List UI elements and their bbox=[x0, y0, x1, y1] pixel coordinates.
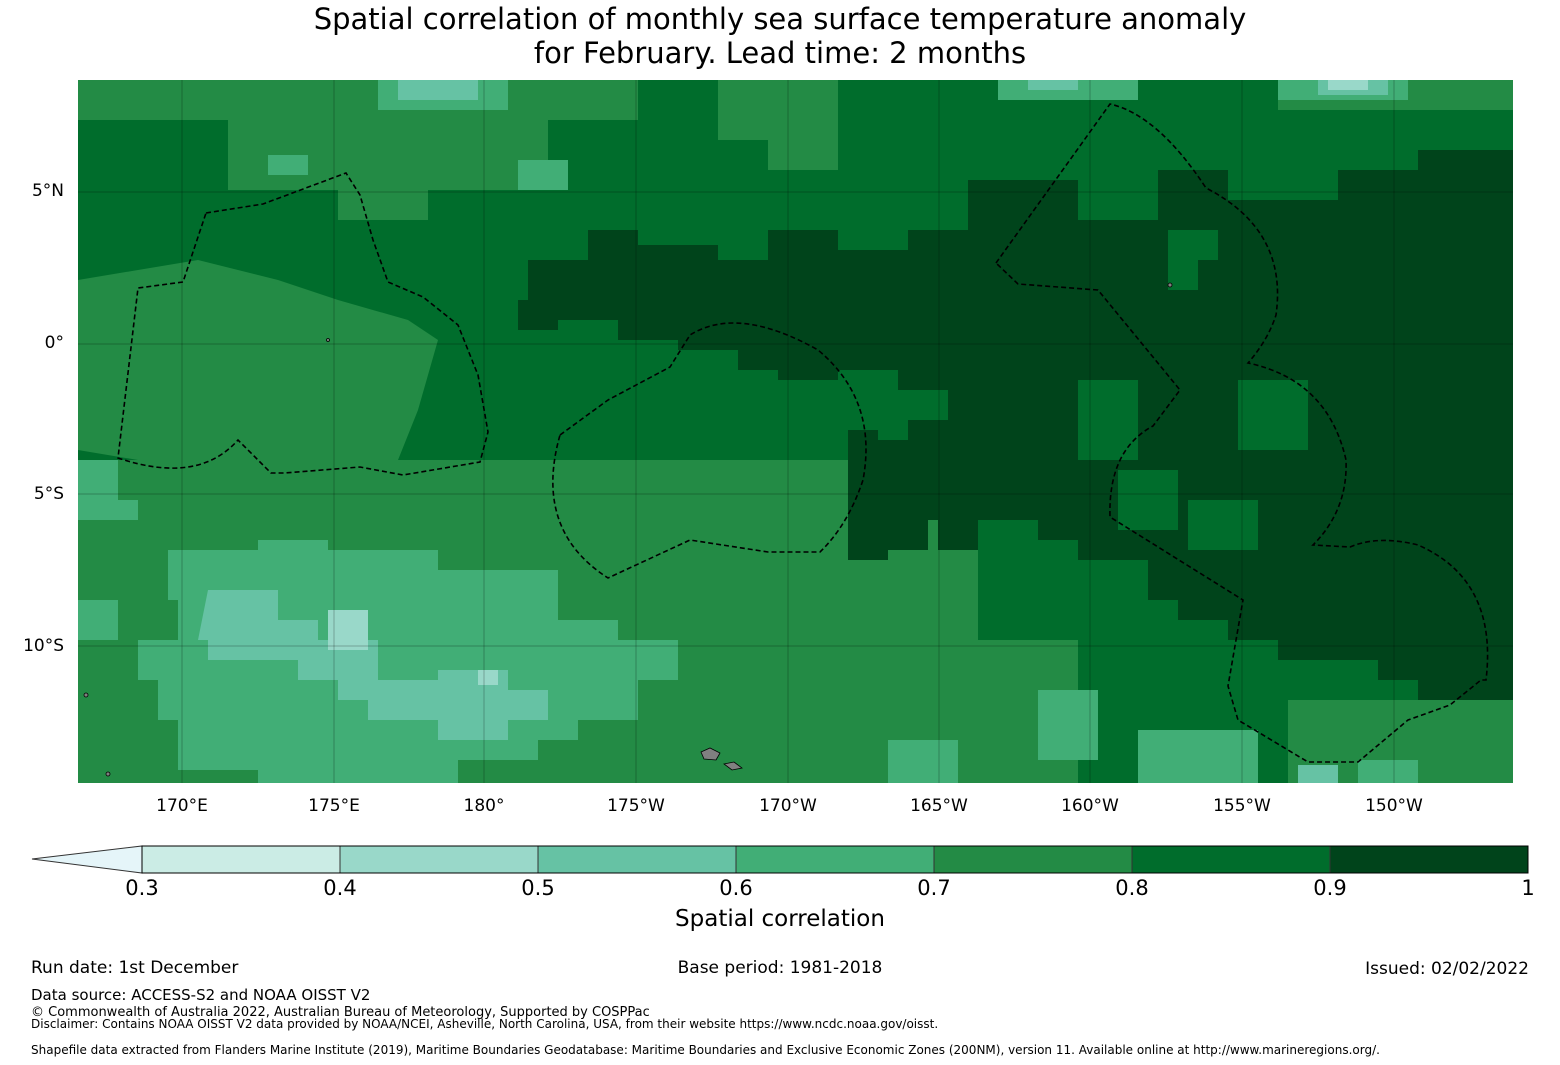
colorbar bbox=[31, 845, 1529, 874]
disclaimer: Disclaimer: Contains NOAA OISST V2 data … bbox=[31, 1017, 939, 1031]
colorbar-bin-0.4 bbox=[340, 846, 538, 873]
field-0.4-0.5 bbox=[328, 80, 1368, 685]
colorbar-label: Spatial correlation bbox=[675, 906, 885, 932]
colorbar-tick-1: 1 bbox=[1521, 876, 1535, 900]
colorbar-bin-0.7 bbox=[934, 846, 1132, 873]
eez-boundaries bbox=[117, 103, 1489, 763]
lat-tick-5n: 5°N bbox=[31, 181, 64, 201]
colorbar-bin-0.3 bbox=[142, 846, 340, 873]
lon-tick-175w: 175°W bbox=[607, 796, 665, 816]
lon-tick-155w: 155°W bbox=[1213, 796, 1271, 816]
lon-tick-175e: 175°E bbox=[308, 796, 360, 816]
lon-tick-180: 180° bbox=[463, 796, 505, 816]
graticule bbox=[78, 80, 1513, 783]
lon-tick-170w: 170°W bbox=[759, 796, 817, 816]
colorbar-bin-0.9 bbox=[1330, 846, 1528, 873]
issued-date: Issued: 02/02/2022 bbox=[1365, 959, 1529, 979]
land-islands bbox=[83, 282, 1173, 777]
colorbar-frame bbox=[141, 845, 1529, 874]
correlation-map bbox=[78, 80, 1513, 783]
colorbar-tick-0.8: 0.8 bbox=[1115, 876, 1149, 900]
field-0.9-1.0 bbox=[518, 150, 1513, 700]
colorbar-tick-0.3: 0.3 bbox=[125, 876, 159, 900]
colorbar-extend-triangle bbox=[31, 845, 143, 874]
map-canvas bbox=[78, 80, 1513, 783]
data-source: Data source: ACCESS-S2 and NOAA OISST V2 bbox=[31, 986, 371, 1004]
lon-tick-150w: 150°W bbox=[1365, 796, 1423, 816]
base-period: Base period: 1981-2018 bbox=[677, 958, 883, 978]
lon-tick-170e: 170°E bbox=[156, 796, 208, 816]
colorbar-bin-0.5 bbox=[538, 846, 736, 873]
copyright: © Commonwealth of Australia 2022, Austra… bbox=[31, 1005, 650, 1020]
title-line-2: for February. Lead time: 2 months bbox=[533, 36, 1027, 70]
colorbar-tick-0.5: 0.5 bbox=[521, 876, 555, 900]
title-line-1: Spatial correlation of monthly sea surfa… bbox=[313, 2, 1247, 36]
run-date: Run date: 1st December bbox=[31, 958, 239, 978]
shapefile-credit: Shapefile data extracted from Flanders M… bbox=[31, 1043, 1380, 1057]
lat-tick-5s: 5°S bbox=[33, 484, 64, 504]
lon-tick-165w: 165°W bbox=[910, 796, 968, 816]
colorbar-bin-0.8 bbox=[1132, 846, 1330, 873]
lat-tick-10s: 10°S bbox=[23, 636, 64, 656]
colorbar-tick-0.7: 0.7 bbox=[917, 876, 951, 900]
colorbar-bin-0.6 bbox=[736, 846, 934, 873]
colorbar-tick-0.4: 0.4 bbox=[323, 876, 357, 900]
lon-tick-160w: 160°W bbox=[1061, 796, 1119, 816]
field-inner-0.8-0.9 bbox=[1078, 230, 1308, 550]
map-title: Spatial correlation of monthly sea surfa… bbox=[0, 2, 1560, 70]
colorbar-tick-0.9: 0.9 bbox=[1313, 876, 1347, 900]
lat-tick-0: 0° bbox=[44, 333, 64, 353]
colorbar-tick-0.6: 0.6 bbox=[719, 876, 753, 900]
